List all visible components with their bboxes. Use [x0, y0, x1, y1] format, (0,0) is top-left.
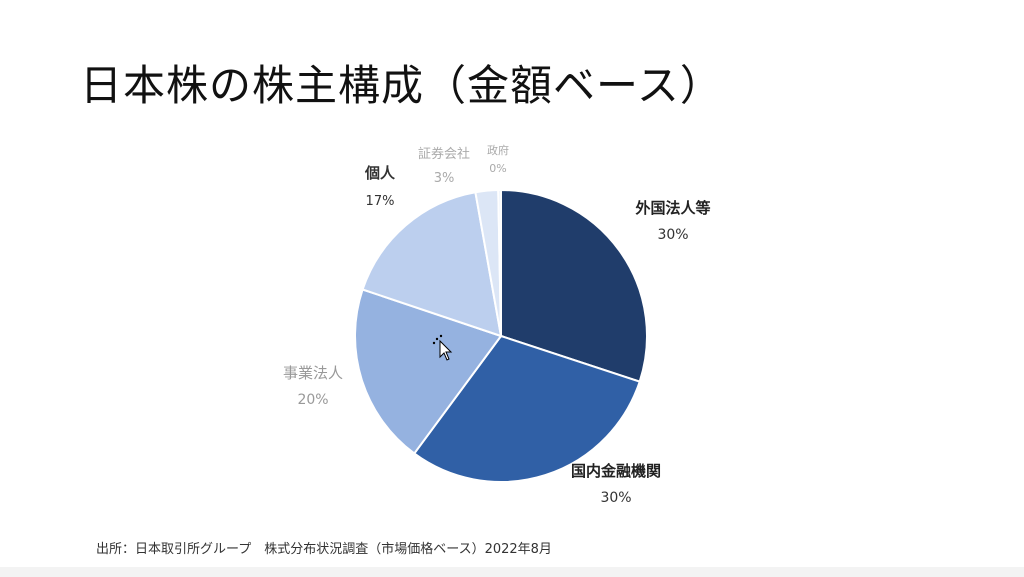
slice-label: 政府: [487, 143, 509, 157]
slice-label: 証券会社: [418, 146, 470, 162]
slice-value-label: 0%: [489, 162, 506, 175]
mouse-cursor-icon: [432, 334, 453, 361]
pie-slice: [412, 334, 641, 483]
slice-label: 個人: [364, 164, 396, 182]
pie-slice: [361, 191, 503, 338]
slice-label: 外国法人等: [634, 199, 710, 217]
pie-slice: [354, 288, 503, 455]
pie-slices: [354, 188, 648, 483]
pie-slice: [500, 188, 648, 383]
slice-label: 事業法人: [283, 364, 343, 382]
slice-value-label: 17%: [366, 194, 395, 209]
slice-value-label: 3%: [434, 171, 455, 186]
page-title: 日本株の株主構成（金額ベース）: [80, 61, 723, 110]
slice-value-label: 30%: [600, 490, 631, 506]
pie-slice: [497, 188, 502, 337]
slice-value-label: 30%: [657, 227, 688, 243]
slice-label: 国内金融機関: [571, 462, 661, 480]
pie-labels: 外国法人等 30% 国内金融機関 30% 事業法人 20% 個人 17% 証券会社 3% 政府 0%: [283, 143, 711, 506]
slice-value-label: 20%: [297, 392, 328, 408]
bottom-bar: [0, 567, 1024, 577]
source-note: 出所：日本取引所グループ 株式分布状況調査（市場価格ベース）2022年8月: [96, 542, 552, 557]
